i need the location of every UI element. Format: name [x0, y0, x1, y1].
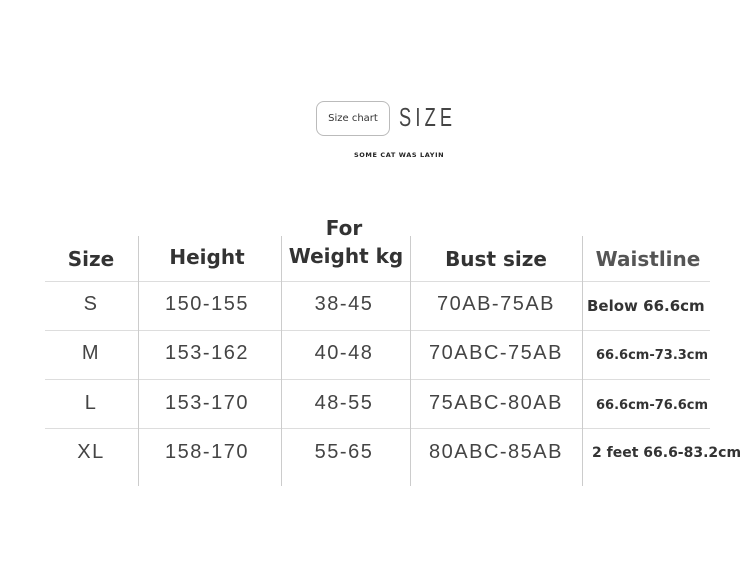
- header-weight-line1: For: [325, 216, 363, 240]
- header-height: Height: [169, 245, 245, 269]
- cell-size: L: [84, 392, 98, 414]
- cell-weight: 48-55: [314, 392, 374, 414]
- cell-height: 153-170: [165, 392, 249, 414]
- header-waistline: Waistline: [595, 247, 701, 271]
- cell-waistline: Below 66.6cm: [587, 297, 705, 315]
- cell-bust: 80ABC-85AB: [429, 441, 563, 463]
- cell-height: 158-170: [165, 441, 249, 463]
- size-chart-badge: Size chart: [316, 101, 390, 136]
- cell-bust: 70AB-75AB: [436, 293, 555, 315]
- cell-height: 153-162: [165, 342, 249, 364]
- col-divider: [138, 236, 139, 486]
- row-divider: [45, 281, 710, 282]
- col-divider: [582, 236, 583, 486]
- cell-waistline: 66.6cm-76.6cm: [596, 398, 709, 413]
- cell-waistline: 66.6cm-73.3cm: [596, 348, 709, 363]
- cell-size: S: [83, 293, 99, 315]
- cell-bust: 75ABC-80AB: [429, 392, 563, 414]
- row-divider: [45, 379, 710, 380]
- cell-weight: 40-48: [314, 342, 374, 364]
- cell-size: M: [81, 342, 101, 364]
- cell-waistline: 2 feet 66.6-83.2cm: [592, 445, 742, 461]
- header-size: Size: [67, 247, 115, 271]
- col-divider: [410, 236, 411, 486]
- title: SIZE: [399, 102, 457, 132]
- header-weight-line2: Weight kg: [288, 244, 404, 268]
- cell-weight: 55-65: [314, 441, 374, 463]
- subtitle: SOME CAT WAS LAYIN: [354, 151, 445, 159]
- cell-size: XL: [77, 441, 105, 463]
- row-divider: [45, 428, 710, 429]
- col-divider: [281, 236, 282, 486]
- row-divider: [45, 330, 710, 331]
- cell-height: 150-155: [165, 293, 249, 315]
- cell-bust: 70ABC-75AB: [429, 342, 563, 364]
- cell-weight: 38-45: [314, 293, 374, 315]
- header-bust: Bust size: [445, 247, 547, 271]
